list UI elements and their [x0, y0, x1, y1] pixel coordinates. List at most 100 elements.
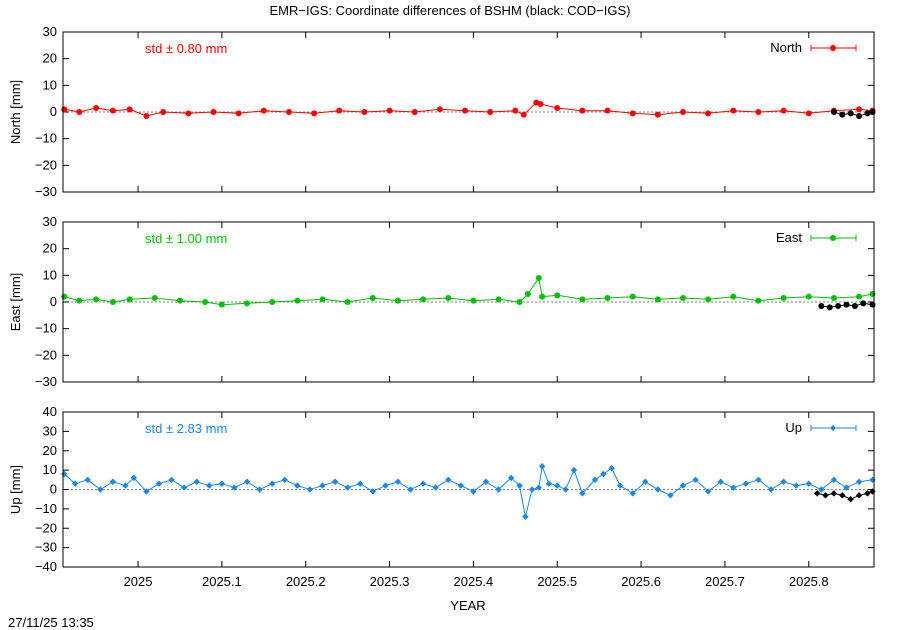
legend-marker	[830, 425, 836, 431]
data-point	[767, 486, 775, 493]
data-point	[692, 476, 699, 484]
data-point	[231, 484, 238, 491]
data-point	[432, 484, 439, 491]
data-point	[847, 495, 854, 503]
series-east	[61, 275, 876, 308]
y-tick-label: −10	[35, 131, 57, 146]
y-tick-label: 40	[43, 404, 57, 419]
legend-label: North	[770, 40, 802, 55]
data-point	[629, 490, 636, 497]
data-point	[151, 295, 158, 301]
y-tick-label: −20	[35, 520, 57, 535]
y-tick-label: −10	[35, 321, 57, 336]
data-point	[109, 107, 116, 114]
data-point	[93, 296, 100, 303]
data-point	[168, 476, 175, 484]
data-point	[667, 492, 674, 499]
data-point	[843, 484, 850, 491]
data-point	[869, 109, 876, 115]
data-point	[235, 110, 242, 117]
data-point	[445, 295, 452, 301]
data-point	[516, 482, 523, 489]
y-tick-label: 10	[43, 77, 57, 92]
data-point	[218, 301, 225, 308]
data-point	[780, 107, 787, 114]
data-point	[818, 486, 825, 493]
data-point	[780, 295, 787, 301]
x-tick-label: 2025.3	[370, 574, 410, 589]
y-tick-label: 30	[43, 423, 57, 438]
x-axis-label: YEAR	[450, 598, 485, 613]
data-point	[830, 109, 837, 115]
data-point	[269, 299, 276, 305]
data-point	[830, 490, 838, 497]
data-point	[704, 488, 712, 495]
data-point	[680, 295, 687, 301]
series-up	[61, 463, 876, 520]
data-point	[835, 303, 842, 309]
data-point	[507, 474, 515, 482]
data-point	[218, 480, 226, 487]
data-point	[206, 482, 213, 489]
panel-east: 30 20 10 0 −10 −20 −30 East [mm] std ± 1.00 mm Ea…	[8, 214, 876, 389]
x-tick-label: 2025.6	[621, 574, 661, 589]
data-point	[629, 293, 636, 300]
plot-frame	[62, 221, 875, 383]
x-tick-label: 2025	[124, 574, 153, 589]
plot-frame	[62, 411, 875, 568]
y-tick-label: −30	[35, 540, 57, 555]
data-point	[604, 295, 611, 301]
data-point	[522, 513, 529, 520]
data-point	[155, 480, 163, 487]
data-point	[419, 480, 427, 487]
data-point	[742, 480, 750, 487]
data-point	[122, 482, 129, 489]
y-axis-label: East [mm]	[8, 273, 23, 332]
data-point	[411, 109, 418, 115]
y-tick-label: 20	[43, 51, 57, 66]
data-point	[851, 303, 858, 309]
data-point	[126, 296, 133, 303]
data-point	[512, 107, 519, 114]
series-cod-igs	[818, 300, 876, 311]
y-tick-label: 0	[50, 482, 57, 497]
y-tick-label: −20	[35, 347, 57, 362]
data-point	[524, 291, 531, 297]
data-point	[755, 109, 762, 115]
data-point	[562, 486, 569, 493]
data-point	[344, 299, 351, 305]
data-point	[336, 107, 343, 114]
data-point	[445, 476, 452, 484]
legend-label: Up	[785, 420, 802, 435]
data-point	[61, 106, 68, 113]
data-point	[243, 478, 251, 485]
data-point	[570, 466, 578, 474]
data-point	[805, 293, 812, 300]
data-point	[520, 111, 527, 118]
data-point	[180, 484, 188, 491]
data-point	[813, 490, 821, 497]
data-point	[109, 478, 117, 485]
y-tick-label: −20	[35, 157, 57, 172]
data-point	[331, 478, 339, 485]
data-point	[864, 110, 871, 117]
data-point	[394, 478, 402, 485]
data-point	[538, 463, 546, 470]
data-point	[679, 482, 687, 489]
data-point	[420, 296, 427, 303]
panel-north: 30 20 10 0 −10 −20 −30 North [mm] std ± 0.80 mm N…	[8, 24, 876, 199]
data-point	[143, 488, 150, 495]
series-cod-igs	[830, 109, 876, 119]
data-point	[176, 297, 183, 304]
data-point	[470, 297, 477, 304]
std-label: std ± 1.00 mm	[145, 231, 227, 246]
data-point	[386, 107, 393, 114]
y-tick-label: 0	[50, 294, 57, 309]
timestamp: 27/11/25 13:35	[8, 615, 94, 630]
data-point	[792, 482, 800, 489]
data-point	[856, 293, 863, 300]
x-tick-label: 2025.2	[286, 574, 326, 589]
y-tick-label: 10	[43, 462, 57, 477]
data-point	[193, 478, 200, 485]
